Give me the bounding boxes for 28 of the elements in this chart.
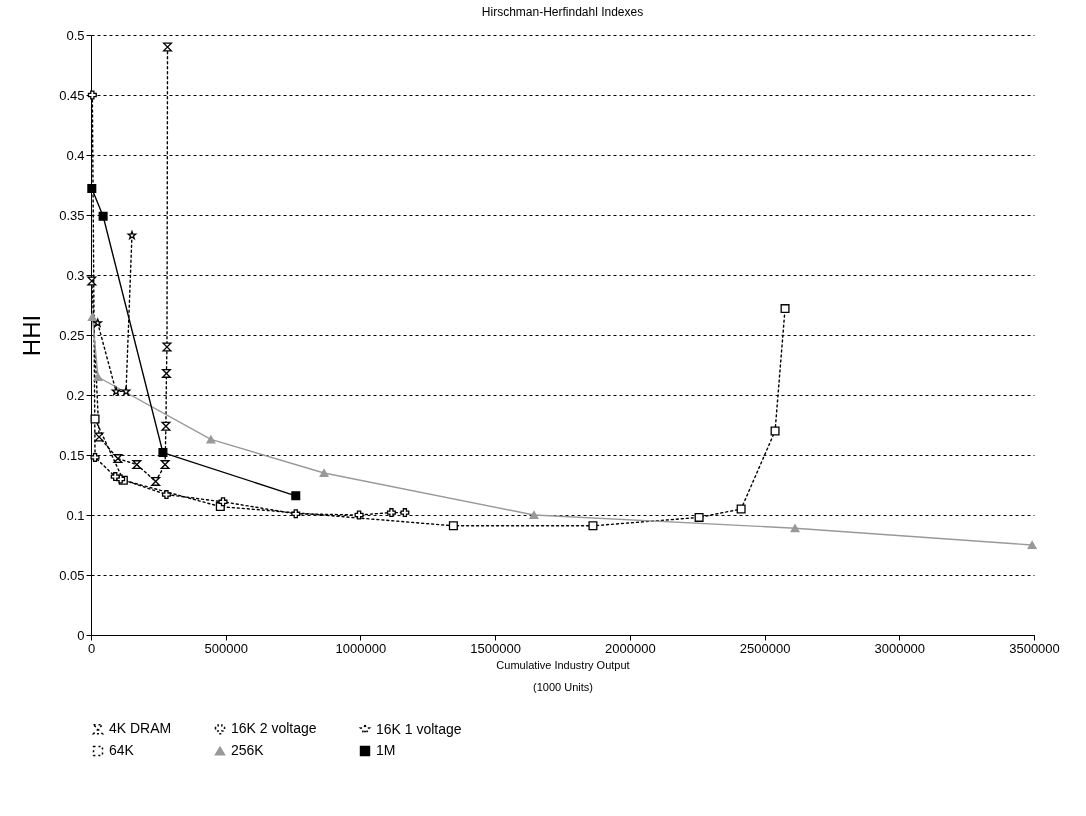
y-tick-label: 0.2 [66, 387, 85, 403]
y-tick-label: 0.25 [59, 327, 85, 343]
y-tick-label: 0.45 [59, 87, 85, 103]
legend-label: 256K [231, 742, 265, 758]
x-tick-label: 0 [87, 640, 96, 656]
y-tick-label: 0.15 [59, 447, 85, 463]
y-tick-label: 0.5 [66, 27, 85, 43]
x-tick-label: 3500000 [1009, 640, 1060, 656]
y-tick-label: 0.1 [66, 507, 85, 523]
legend-label: 16K 1 voltage [376, 720, 462, 737]
x-tick-label: 1000000 [335, 640, 387, 656]
y-axis-title: HHI [18, 314, 46, 357]
y-tick-label: 0.05 [59, 567, 85, 583]
legend-label: 16K 2 voltage [231, 720, 317, 737]
y-tick-label: 0.4 [66, 147, 85, 163]
legend-label: 1M [376, 742, 396, 758]
x-tick-label: 500000 [204, 640, 248, 656]
x-tick-label: 1500000 [470, 640, 521, 656]
x-axis-title: Cumulative Industry Output (1000 Units) [496, 658, 630, 693]
x-tick-label: 3000000 [874, 640, 926, 656]
x-tick-label: 2000000 [605, 640, 656, 656]
legend-label: 64K [109, 742, 135, 758]
y-tick-label: 0.35 [59, 207, 85, 223]
y-tick-label: 0.3 [66, 267, 85, 283]
chart-title: Hirschman-Herfindahl Indexes [481, 5, 644, 19]
legend-label: 4K DRAM [109, 720, 172, 737]
x-tick-label: 2500000 [739, 640, 791, 656]
y-tick-label: 0 [77, 627, 85, 643]
